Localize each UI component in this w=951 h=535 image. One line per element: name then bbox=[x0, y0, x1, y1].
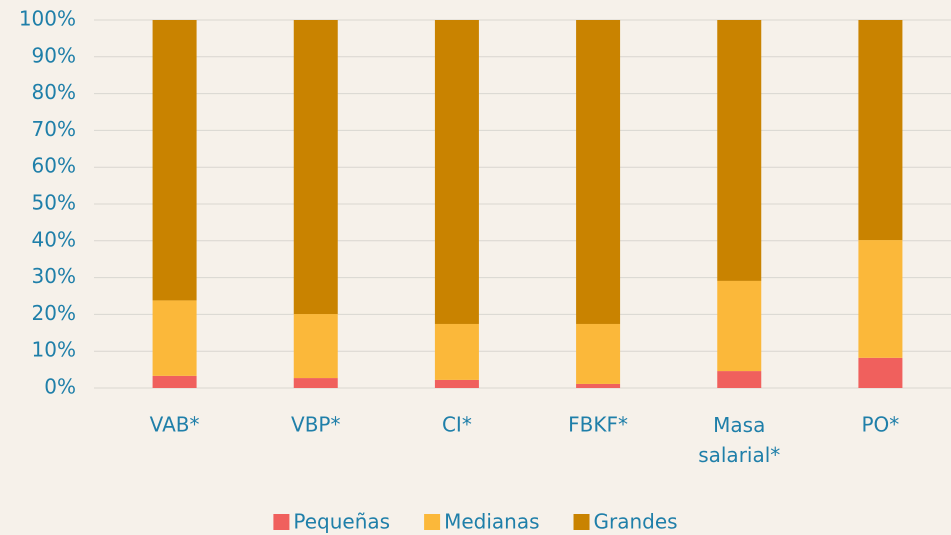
bar-segment bbox=[576, 383, 621, 388]
bar-segment bbox=[858, 20, 903, 241]
y-tick-label: 100% bbox=[19, 7, 76, 31]
y-tick-label: 60% bbox=[32, 154, 76, 178]
legend-label: Pequeñas bbox=[293, 510, 390, 534]
bar-segment bbox=[152, 20, 197, 301]
y-tick-label: 0% bbox=[44, 375, 76, 399]
legend-swatch bbox=[424, 514, 441, 530]
legend: Pequeñas Medianas Grandes bbox=[273, 510, 678, 534]
y-tick-label: 30% bbox=[32, 264, 76, 288]
bar-segment bbox=[152, 375, 197, 388]
x-tick-label: CI* bbox=[442, 413, 472, 437]
bar-segment bbox=[152, 300, 197, 376]
bar-segment bbox=[576, 20, 621, 324]
y-tick-label: 40% bbox=[32, 227, 76, 251]
bar-segment bbox=[858, 240, 903, 358]
y-tick-label: 90% bbox=[32, 43, 76, 67]
y-tick-label: 70% bbox=[32, 117, 76, 141]
x-tick-label: VAB* bbox=[150, 413, 200, 437]
x-tick-label: Masa salarial* bbox=[698, 413, 780, 467]
bar-segment bbox=[858, 357, 903, 388]
x-tick-label: PO* bbox=[862, 413, 900, 437]
legend-label: Medianas bbox=[444, 510, 539, 534]
bar-segment bbox=[434, 323, 479, 380]
y-tick-label: 20% bbox=[32, 301, 76, 325]
bar-segment bbox=[434, 20, 479, 324]
bar-segment bbox=[717, 280, 762, 372]
legend-swatch bbox=[573, 514, 590, 530]
y-tick-label: 50% bbox=[32, 191, 76, 215]
bar-segment bbox=[576, 323, 621, 384]
legend-label: Grandes bbox=[594, 510, 678, 534]
x-tick-label: VBP* bbox=[291, 413, 340, 437]
bar-segment bbox=[717, 371, 762, 388]
bar-segment bbox=[717, 20, 762, 281]
legend-swatch bbox=[273, 514, 290, 530]
bar-segment bbox=[293, 20, 338, 315]
bar-segment bbox=[434, 379, 479, 388]
y-tick-label: 10% bbox=[32, 338, 76, 362]
y-tick-label: 80% bbox=[32, 80, 76, 104]
bar-segment bbox=[293, 378, 338, 388]
bar-segment bbox=[293, 314, 338, 379]
x-tick-label: FBKF* bbox=[568, 413, 628, 437]
